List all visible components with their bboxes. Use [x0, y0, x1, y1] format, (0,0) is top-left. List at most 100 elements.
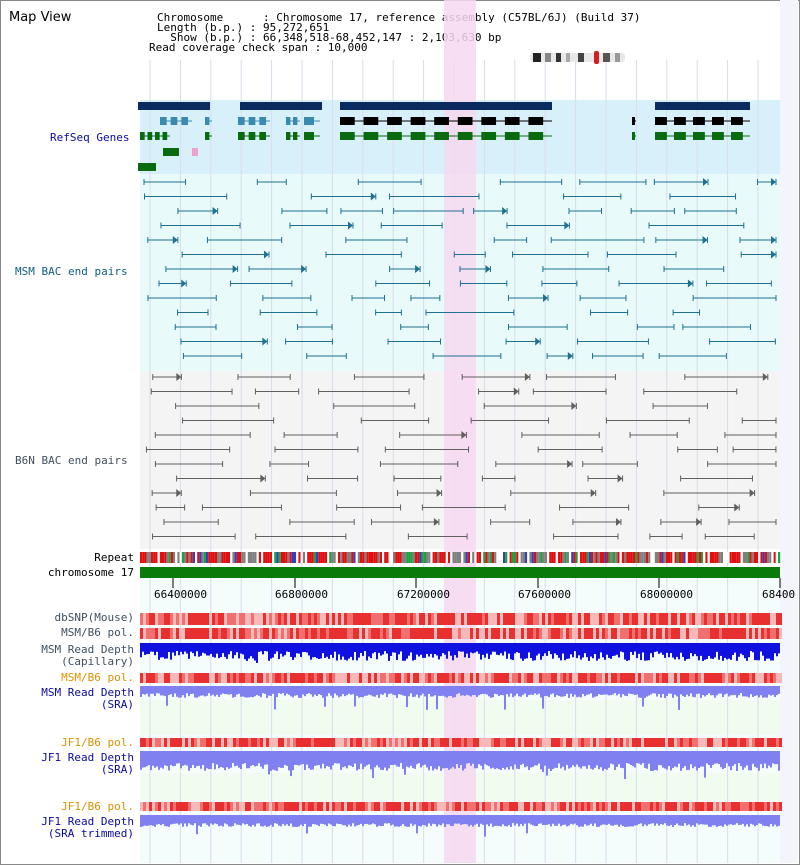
repeat-element: [305, 552, 308, 563]
snp-density-cell: [617, 613, 620, 625]
read-depth-bar: [688, 751, 690, 770]
bac-end-arrow: [232, 265, 238, 273]
read-depth-bar: [548, 751, 550, 769]
read-depth-bar: [726, 686, 728, 694]
read-depth-bar: [144, 686, 146, 695]
snp-density-cell: [395, 738, 398, 747]
read-depth-bar: [642, 815, 644, 827]
snp-density-cell: [590, 738, 593, 747]
snp-density-cell: [326, 802, 329, 811]
repeat-element: [595, 552, 598, 563]
read-depth-bar: [360, 815, 362, 824]
repeat-element: [762, 552, 765, 563]
read-depth-bar: [594, 751, 596, 768]
repeat-element: [527, 552, 530, 563]
ideogram-band: [533, 53, 541, 62]
read-depth-bar: [610, 751, 612, 764]
read-depth-bar: [548, 643, 550, 652]
repeat-element: [338, 552, 341, 563]
read-depth-bar: [220, 815, 222, 826]
snp-density-cell: [338, 673, 341, 683]
snp-density-cell: [452, 628, 455, 639]
read-depth-bar: [628, 751, 630, 764]
snp-density-cell: [764, 613, 767, 625]
repeat-element: [410, 552, 413, 563]
read-depth-bar: [374, 643, 376, 653]
snp-density-cell: [557, 738, 560, 747]
snp-density-cell: [161, 613, 164, 625]
read-depth-bar: [624, 686, 626, 696]
read-depth-bar: [504, 751, 506, 770]
snp-density-cell: [614, 673, 617, 683]
read-depth-bar: [518, 686, 520, 697]
snp-density-cell: [266, 738, 269, 747]
snp-density-cell: [566, 628, 569, 639]
read-depth-bar: [436, 815, 438, 827]
read-depth-bar: [220, 751, 222, 768]
bac-end-arrow: [415, 265, 421, 273]
snp-density-cell: [452, 738, 455, 747]
repeat-element: [230, 552, 233, 563]
read-depth-bar: [252, 815, 254, 825]
read-depth-bar: [374, 751, 376, 768]
snp-density-cell: [425, 613, 428, 625]
snp-density-cell: [488, 802, 491, 811]
repeat-element: [731, 552, 734, 563]
read-depth-bar: [234, 815, 236, 824]
read-depth-bar: [146, 751, 148, 767]
read-depth-bar: [488, 815, 490, 827]
repeat-element: [591, 552, 594, 563]
read-depth-bar: [752, 643, 754, 653]
read-depth-bar: [158, 686, 160, 694]
snp-density-cell: [362, 738, 365, 747]
snp-density-cell: [185, 673, 188, 683]
repeat-element: [560, 552, 563, 563]
repeat-element: [234, 552, 237, 563]
snp-density-cell: [686, 802, 689, 811]
snp-density-cell: [599, 628, 602, 639]
read-depth-bar: [694, 643, 696, 655]
snp-density-cell: [422, 738, 425, 747]
snp-density-cell: [149, 738, 152, 747]
read-depth-bar: [626, 815, 628, 827]
track-label-jf1-depth-sra-sub: (SRA): [100, 763, 134, 776]
snp-density-cell: [587, 802, 590, 811]
read-depth-bar: [462, 686, 464, 696]
repeat-element: [727, 552, 730, 563]
read-depth-bar: [674, 815, 676, 826]
repeat-element: [542, 552, 545, 563]
read-depth-bar: [430, 686, 432, 697]
read-depth-bar: [644, 815, 646, 825]
track-label-msm-bac: MSM BAC end pairs: [15, 265, 128, 278]
read-depth-bar: [422, 643, 424, 658]
read-depth-bar: [260, 815, 262, 827]
read-depth-bar: [396, 751, 398, 767]
read-depth-bar: [688, 815, 690, 825]
read-depth-bar: [226, 815, 228, 825]
repeat-element: [269, 552, 272, 563]
read-depth-bar: [678, 751, 680, 764]
snp-density-cell: [545, 802, 548, 811]
snp-density-cell: [419, 613, 422, 625]
read-depth-bar: [544, 751, 546, 766]
snp-density-cell: [647, 802, 650, 811]
read-depth-bar: [272, 686, 274, 694]
read-depth-bar: [388, 686, 390, 694]
read-depth-bar: [574, 815, 576, 824]
read-depth-bar: [172, 815, 174, 824]
read-depth-bar: [218, 643, 220, 659]
read-depth-bar: [614, 815, 616, 825]
read-depth-bar: [208, 686, 210, 694]
read-depth-bar: [384, 643, 386, 652]
snp-density-cell: [209, 802, 212, 811]
snp-density-cell: [641, 738, 644, 747]
read-depth-bar: [156, 686, 158, 694]
read-depth-bar: [732, 815, 734, 825]
snp-density-cell: [467, 673, 470, 683]
read-depth-bar: [366, 751, 368, 766]
read-depth-bar: [434, 686, 436, 696]
snp-density-cell: [653, 628, 656, 639]
snp-density-cell: [749, 802, 752, 811]
snp-density-cell: [290, 738, 293, 747]
